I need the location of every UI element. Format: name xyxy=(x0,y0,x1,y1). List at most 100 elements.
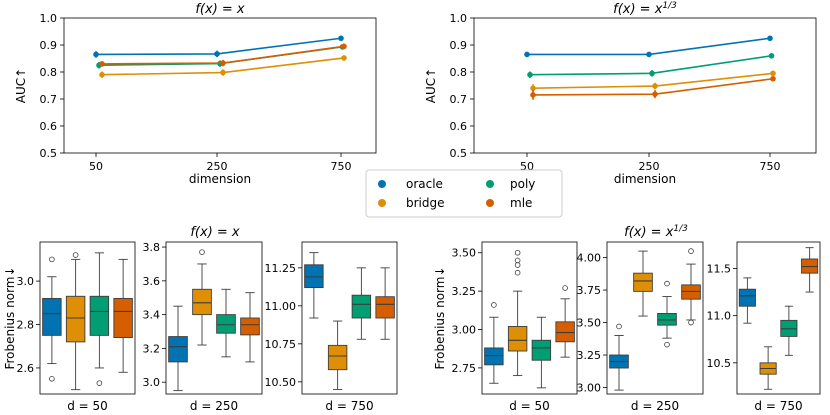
auc-chart-cuberoot: 0.50.60.70.80.91.050 250 750dimensionAUC↑f… xyxy=(424,1,817,186)
panel-frame xyxy=(39,241,136,395)
point-poly xyxy=(649,70,655,77)
y-axis-label: AUC↑ xyxy=(424,68,438,103)
boxplot-panel-d=750: 10.50 10.75 11.00 11.25 d = 750 xyxy=(265,241,398,413)
boxplot-panel-d=250: 3.0 3.2 3.4 3.6 3.8 d = 250 xyxy=(143,241,263,413)
flier-bridge xyxy=(199,249,205,255)
point-mle xyxy=(652,91,658,97)
box-poly xyxy=(89,295,110,336)
point-oracle xyxy=(767,35,773,42)
panel-x-label: d = 50 xyxy=(67,399,108,413)
legend: oracle bridge poly mle xyxy=(365,169,563,218)
point-mle xyxy=(770,75,776,82)
x-tick-label: 750 xyxy=(331,160,352,173)
boxplot-panel-d=50: 2.6 2.8 3.0 d = 50 xyxy=(17,241,136,413)
y-tick-label: 11.00 xyxy=(265,300,297,313)
y-axis-label: Frobenius norm↓ xyxy=(433,266,447,369)
point-oracle xyxy=(646,51,652,58)
box-poly xyxy=(531,339,552,361)
x-axis-label: dimension xyxy=(189,172,251,186)
box-oracle xyxy=(304,264,324,289)
y-tick-label: 3.75 xyxy=(577,284,602,297)
flier-oracle xyxy=(616,323,622,330)
box-oracle xyxy=(168,336,188,363)
y-tick-label: 1.0 xyxy=(40,12,58,25)
y-tick-label: 0.9 xyxy=(40,39,58,52)
panel-frame xyxy=(481,241,578,395)
y-tick-label: 3.50 xyxy=(452,247,477,260)
point-bridge xyxy=(220,69,226,76)
legend-marker-bridge xyxy=(378,199,386,207)
point-mle xyxy=(341,43,347,50)
flier-poly xyxy=(664,341,670,348)
point-poly xyxy=(768,53,775,59)
box-bridge xyxy=(192,288,212,316)
flier-bridge xyxy=(72,252,79,258)
y-tick-label: 11.25 xyxy=(265,262,297,275)
flier-bridge xyxy=(514,257,521,264)
legend-label-bridge: bridge xyxy=(406,196,445,210)
y-axis-label: AUC↑ xyxy=(14,68,28,103)
y-tick-label: 11.0 xyxy=(707,310,732,323)
point-poly xyxy=(527,71,533,78)
legend-marker-mle xyxy=(486,199,494,207)
y-tick-label: 3.4 xyxy=(143,309,161,322)
y-tick-label: 10.75 xyxy=(265,338,297,351)
y-tick-label: 0.5 xyxy=(40,147,58,160)
box-mle xyxy=(555,321,575,343)
legend-label-mle: mle xyxy=(510,196,532,210)
point-oracle xyxy=(93,51,99,58)
panel-frame xyxy=(301,241,398,395)
x-tick-label: 250 xyxy=(207,160,228,173)
x-tick-label: 50 xyxy=(89,160,103,173)
point-mle xyxy=(220,60,226,66)
y-tick-label: 3.25 xyxy=(452,285,477,298)
flier-bridge xyxy=(514,249,521,256)
box-bridge xyxy=(65,295,86,343)
x-tick-label: 250 xyxy=(639,160,660,173)
point-bridge xyxy=(530,85,536,91)
y-tick-label: 2.8 xyxy=(17,319,35,332)
box-bridge xyxy=(327,344,348,371)
legend-frame xyxy=(365,169,563,218)
boxplot-panel-d=250: 3.00 3.25 3.50 3.75 4.00 d = 250 xyxy=(577,241,704,413)
y-tick-label: 10.5 xyxy=(707,357,732,370)
box-oracle xyxy=(484,347,504,366)
box-poly xyxy=(657,313,677,326)
panel-x-label: d = 250 xyxy=(631,399,679,413)
chart-title-main: f(x) = x xyxy=(613,2,663,17)
box-mle xyxy=(113,298,133,338)
y-tick-label: 10.50 xyxy=(265,376,297,389)
box-oracle xyxy=(42,298,62,336)
point-mle xyxy=(99,61,105,67)
point-bridge xyxy=(770,70,776,77)
panel-x-label: d = 250 xyxy=(190,399,238,413)
box-oracle xyxy=(738,288,756,307)
y-tick-label: 0.6 xyxy=(40,120,58,133)
y-tick-label: 2.6 xyxy=(17,362,35,375)
flier-mle xyxy=(562,285,568,291)
flier-oracle xyxy=(49,375,55,382)
point-bridge xyxy=(99,71,105,78)
group-title-main: f(x) = x xyxy=(624,225,674,240)
point-bridge xyxy=(652,83,658,89)
panel-frame xyxy=(606,241,704,395)
y-tick-label: 0.9 xyxy=(450,39,468,52)
y-tick-label: 0.8 xyxy=(40,66,58,79)
y-tick-label: 0.7 xyxy=(40,93,58,106)
flier-bridge xyxy=(514,269,521,276)
y-tick-label: 2.75 xyxy=(452,362,477,375)
y-tick-label: 1.0 xyxy=(450,12,468,25)
y-tick-label: 3.6 xyxy=(143,275,161,288)
chart-title-superscript: 1/3 xyxy=(662,1,677,11)
y-tick-label: 0.5 xyxy=(450,147,468,160)
box-bridge xyxy=(633,272,653,292)
y-tick-label: 0.6 xyxy=(450,120,468,133)
panel-frame xyxy=(165,241,263,395)
y-tick-label: 3.8 xyxy=(143,241,161,254)
point-oracle xyxy=(524,51,530,58)
frobenius-boxplots-linear: f(x) = x Frobenius norm↓ 2.6 2.8 3.0 d = 50 3.… xyxy=(3,225,398,413)
box-bridge xyxy=(507,325,528,352)
panel-frame xyxy=(736,241,821,395)
